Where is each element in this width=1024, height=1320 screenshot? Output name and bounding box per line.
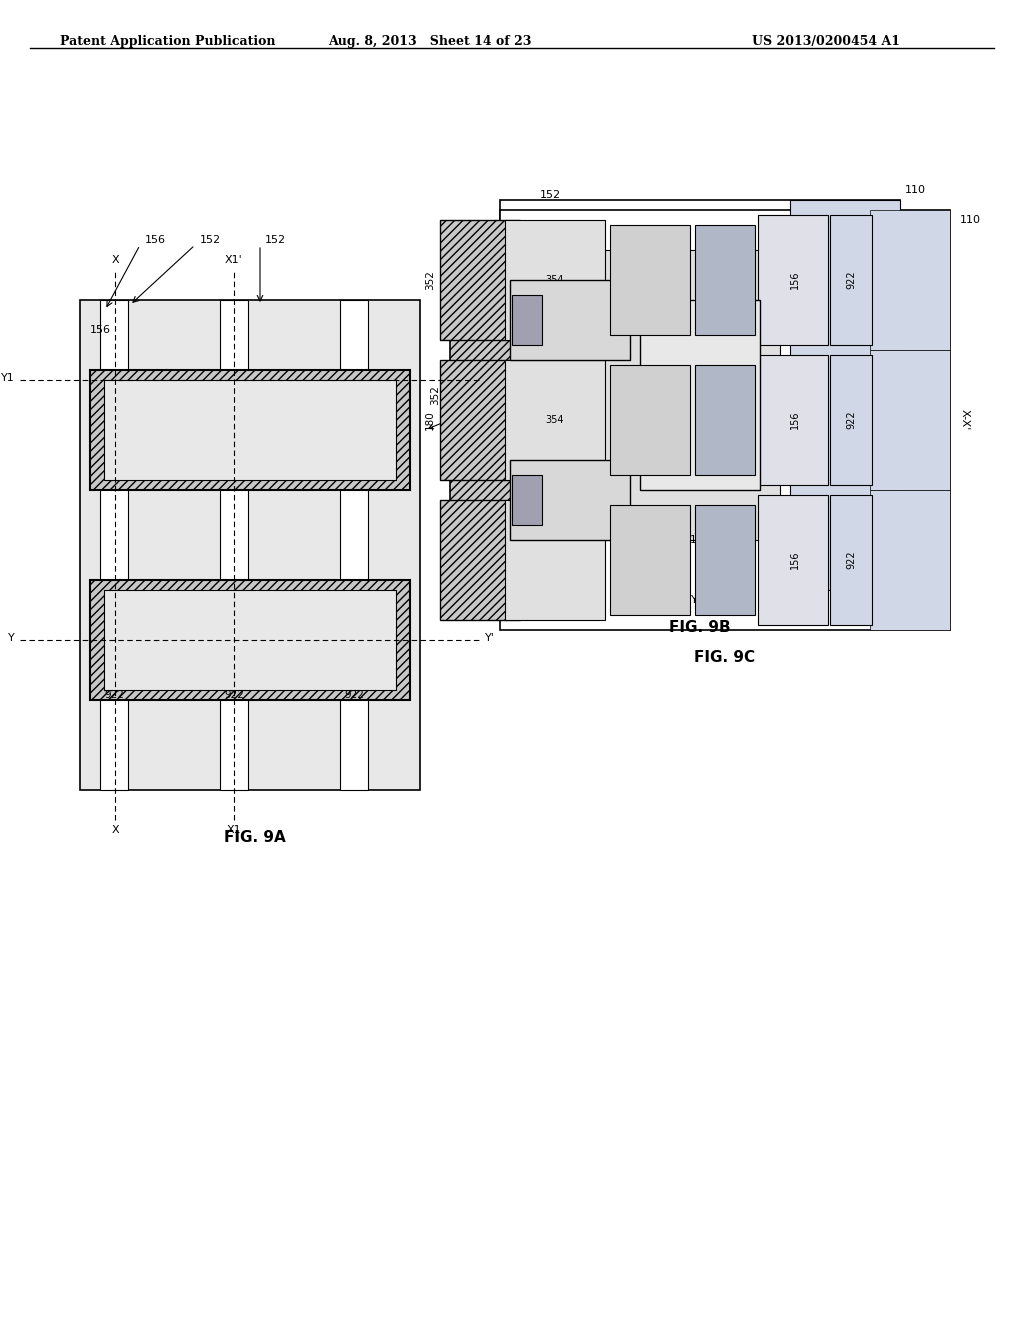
Bar <box>512 294 542 345</box>
Text: FIG. 9C: FIG. 9C <box>694 649 756 665</box>
Text: Y: Y <box>8 634 15 643</box>
Text: X1: X1 <box>226 825 242 836</box>
Text: FIG. 9A: FIG. 9A <box>224 830 286 845</box>
Bar <box>610 366 690 475</box>
Bar <box>870 350 950 490</box>
Text: 154: 154 <box>645 411 655 429</box>
Bar <box>440 360 520 480</box>
Bar <box>100 300 128 789</box>
Bar <box>830 495 872 624</box>
Text: 154: 154 <box>570 310 590 319</box>
Bar <box>695 506 755 615</box>
Text: 354: 354 <box>349 425 371 436</box>
Bar <box>104 590 396 690</box>
Text: 120: 120 <box>690 535 710 545</box>
Text: Y1: Y1 <box>1 374 15 383</box>
Text: FIG. 9B: FIG. 9B <box>670 620 731 635</box>
Bar <box>830 355 872 484</box>
Text: 352: 352 <box>425 271 435 290</box>
Text: 922: 922 <box>846 271 856 289</box>
Bar <box>512 475 542 525</box>
Bar <box>870 210 950 350</box>
Bar <box>500 249 780 540</box>
Bar <box>440 220 520 341</box>
Text: 156: 156 <box>790 550 800 569</box>
Bar <box>758 495 828 624</box>
Text: 154: 154 <box>645 271 655 289</box>
Bar <box>220 300 248 789</box>
Bar <box>450 249 530 540</box>
Bar <box>505 220 605 341</box>
Text: 120: 120 <box>720 271 730 289</box>
Bar <box>510 280 630 360</box>
Text: Aug. 8, 2013   Sheet 14 of 23: Aug. 8, 2013 Sheet 14 of 23 <box>329 36 531 48</box>
Text: 922: 922 <box>104 690 124 700</box>
Bar <box>104 380 396 480</box>
Bar <box>790 201 900 590</box>
Text: 352: 352 <box>429 403 492 429</box>
Bar <box>758 355 828 484</box>
Text: 156: 156 <box>145 235 166 246</box>
Bar <box>505 500 605 620</box>
Text: 922: 922 <box>846 550 856 569</box>
Text: X: X <box>112 825 119 836</box>
Text: 152: 152 <box>200 235 221 246</box>
Text: 922: 922 <box>835 389 855 400</box>
Text: 110: 110 <box>961 215 981 224</box>
Text: 152: 152 <box>540 190 560 201</box>
Bar <box>440 500 520 620</box>
Text: Y-Y': Y-Y' <box>691 595 709 605</box>
Text: 922: 922 <box>846 411 856 429</box>
Text: 156: 156 <box>790 271 800 289</box>
Text: 152: 152 <box>265 235 286 246</box>
Text: 922: 922 <box>344 690 364 700</box>
Bar <box>870 490 950 630</box>
Text: 156: 156 <box>790 411 800 429</box>
Bar <box>80 300 420 789</box>
Bar <box>695 224 755 335</box>
Text: 922: 922 <box>224 690 244 700</box>
Bar <box>340 300 368 789</box>
Text: 352: 352 <box>430 385 440 405</box>
Text: 354: 354 <box>690 389 710 400</box>
Text: Y': Y' <box>485 634 495 643</box>
Bar <box>695 366 755 475</box>
Bar <box>830 215 872 345</box>
Text: 354: 354 <box>546 414 564 425</box>
Text: 154: 154 <box>570 490 590 500</box>
Bar <box>758 215 828 345</box>
Text: X1': X1' <box>225 255 243 265</box>
Bar <box>500 201 900 590</box>
Text: X-X': X-X' <box>961 409 970 430</box>
Text: 354: 354 <box>349 635 371 645</box>
Bar <box>610 506 690 615</box>
Bar <box>640 300 760 490</box>
Text: Y1': Y1' <box>485 374 502 383</box>
Text: 180: 180 <box>520 490 540 500</box>
Bar <box>500 210 950 630</box>
Text: X: X <box>112 255 119 265</box>
Text: 354: 354 <box>546 275 564 285</box>
Text: 120: 120 <box>720 411 730 429</box>
Text: 156: 156 <box>90 325 111 335</box>
Bar <box>505 360 605 480</box>
Text: US 2013/0200454 A1: US 2013/0200454 A1 <box>752 36 900 48</box>
Bar <box>90 370 410 490</box>
Text: 180: 180 <box>520 310 540 319</box>
Text: Patent Application Publication: Patent Application Publication <box>60 36 275 48</box>
Text: 180: 180 <box>425 411 435 430</box>
Text: 110: 110 <box>905 185 926 195</box>
Bar <box>90 579 410 700</box>
Bar <box>610 224 690 335</box>
Bar <box>510 459 630 540</box>
